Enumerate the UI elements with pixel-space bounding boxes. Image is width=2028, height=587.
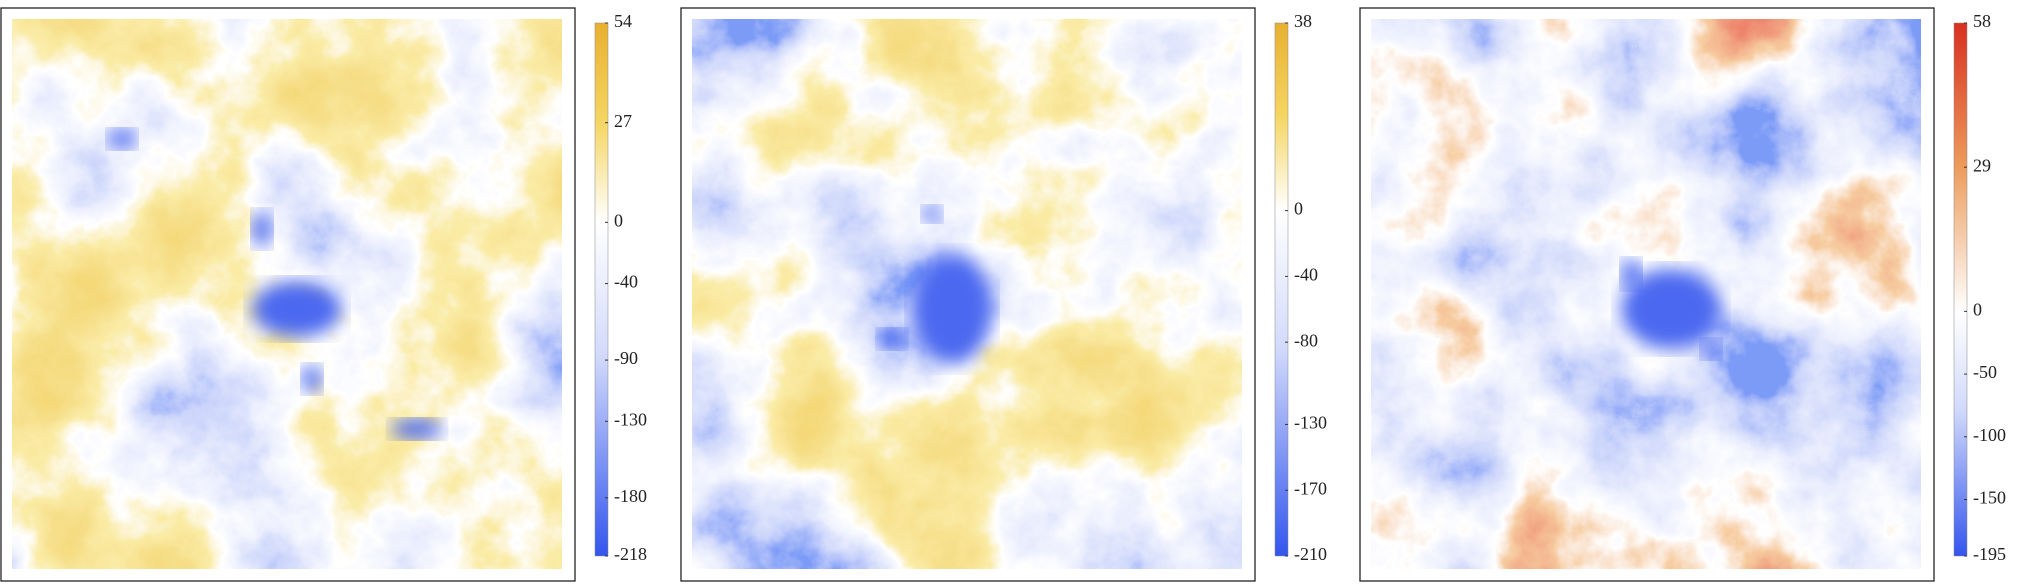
- heatmap-field: [692, 19, 1242, 569]
- colorbar: [1953, 22, 1968, 557]
- heatmap-blob: [108, 129, 136, 149]
- colorbar: [594, 22, 609, 557]
- heatmap-blob: [302, 365, 322, 393]
- heatmap-blob: [1621, 259, 1641, 289]
- heatmap-blob: [922, 206, 942, 222]
- colorbar-tick-label: 29: [1973, 155, 1991, 175]
- colorbar-tick-label: -90: [614, 348, 638, 368]
- colorbar-tick-label: 0: [1973, 299, 1982, 319]
- colorbar: [1274, 22, 1289, 557]
- panel-frame: [1359, 7, 1935, 582]
- colorbar-tick-label: 38: [1294, 11, 1312, 31]
- heatmap-blob: [912, 254, 992, 364]
- colorbar-tick-label: -180: [614, 486, 647, 506]
- colorbar-tick-label: 0: [614, 210, 623, 230]
- colorbar-tick-label: -40: [1294, 265, 1318, 285]
- colorbar-tick-label: -100: [1973, 425, 2006, 445]
- colorbar-tick-label: 0: [1294, 199, 1303, 219]
- heatmap-field: [1371, 19, 1921, 569]
- panel-frame: [680, 7, 1256, 582]
- colorbar-tick-label: -150: [1973, 488, 2006, 508]
- heatmap-blob: [1701, 339, 1721, 359]
- colorbar-tick-label: -210: [1294, 544, 1327, 564]
- panel: 38 0 -40 -80 -130 -170 -210: [680, 7, 1327, 582]
- colorbar-tick-label: 58: [1973, 11, 1991, 31]
- colorbar-tick-label: -80: [1294, 330, 1318, 350]
- panel-frame: [0, 7, 576, 582]
- colorbar-tick-label: -218: [614, 544, 647, 564]
- colorbar-tick-label: 54: [614, 11, 632, 31]
- colorbar-tick-label: -170: [1294, 478, 1327, 498]
- heatmap-blob: [252, 211, 272, 247]
- heatmap-blob: [1621, 269, 1721, 349]
- panel: 54 27 0 -40 -90 -130 -180 -218: [0, 7, 647, 582]
- colorbar-tick-label: -130: [614, 409, 647, 429]
- heatmap-blob: [391, 419, 443, 439]
- heatmap-blob: [252, 281, 342, 337]
- colorbar-tick-label: 27: [614, 111, 632, 131]
- colorbar-tick-label: -40: [614, 272, 638, 292]
- colorbar-tick-label: -130: [1294, 413, 1327, 433]
- panel: 58 29 0 -50 -100 -150 -195: [1359, 7, 2006, 582]
- colorbar-tick-label: -195: [1973, 544, 2006, 564]
- colorbar-tick-label: -50: [1973, 362, 1997, 382]
- heatmap-blob: [878, 329, 906, 349]
- heatmap-field: [12, 19, 562, 569]
